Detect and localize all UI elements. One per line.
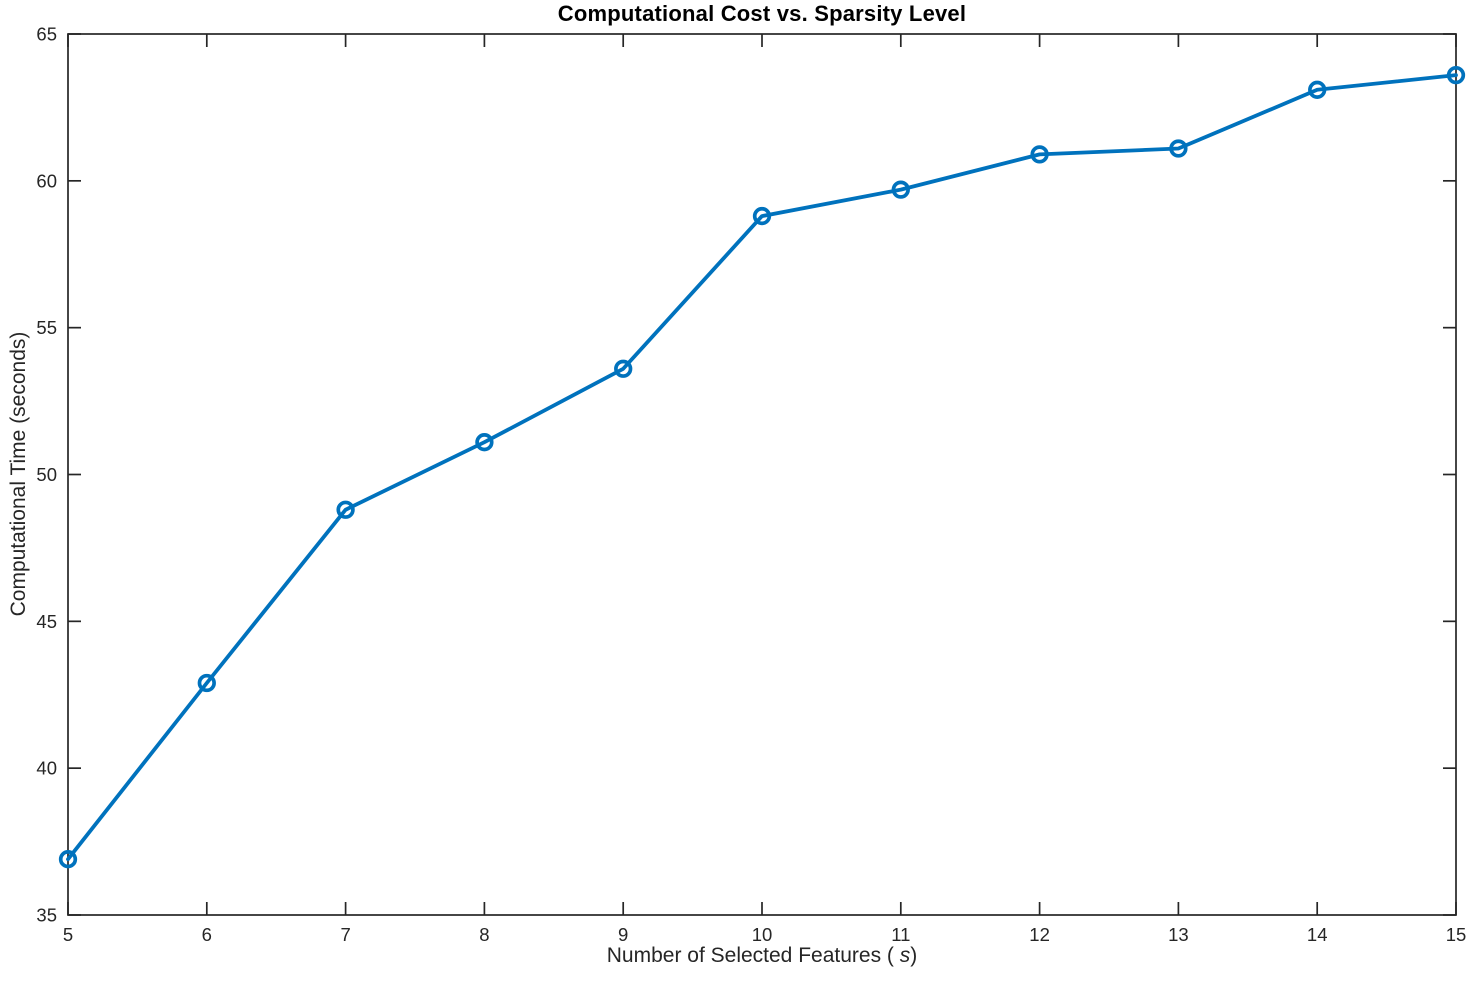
data-point-marker	[891, 180, 910, 199]
data-point-marker	[1308, 80, 1327, 99]
data-point-marker	[58, 850, 78, 869]
data-line	[66, 73, 1458, 862]
data-point-marker	[1030, 145, 1049, 164]
x-tick-label: 6	[202, 924, 212, 945]
x-tick-label: 13	[1168, 924, 1189, 945]
x-axis-label-italic-s: s	[899, 944, 911, 967]
chart-title: Computational Cost vs. Sparsity Level	[557, 1, 967, 26]
y-tick-label: 50	[36, 464, 57, 485]
data-point-marker	[197, 673, 216, 693]
x-tick-label: 10	[752, 924, 773, 945]
x-tick-label: 14	[1307, 924, 1328, 945]
x-tick-label: 11	[891, 924, 910, 945]
axes-box	[67, 33, 1457, 916]
x-tick-label: 12	[1029, 924, 1050, 945]
x-tick-label: 8	[479, 924, 489, 945]
data-point-marker	[752, 206, 772, 226]
data-point-marker	[336, 500, 355, 519]
y-tick-label: 40	[36, 758, 57, 779]
y-tick-label: 35	[36, 904, 57, 925]
data-point-marker	[1446, 65, 1466, 85]
y-tick-label: 55	[36, 317, 57, 338]
x-tick-label: 9	[618, 924, 628, 945]
data-point-marker	[475, 433, 494, 452]
x-tick-label: 15	[1446, 924, 1467, 945]
y-tick-label: 65	[36, 23, 57, 44]
data-point-marker	[614, 359, 633, 378]
x-tick-label: 5	[63, 924, 73, 945]
x-axis-label-suffix: )	[910, 944, 918, 967]
x-axis-label-text: Number of Selected Features (	[606, 944, 900, 967]
x-axis-label: Number of Selected Features ( s)	[68, 944, 1456, 968]
y-tick-label: 60	[36, 170, 57, 191]
x-tick-label: 7	[340, 924, 350, 945]
data-point-marker	[1169, 139, 1188, 158]
plot-area: 5 6 7 8 9 10 11 12 13 14 15 35 40 45 50 55 60 65	[36, 23, 1466, 945]
y-tick-label: 45	[36, 611, 57, 632]
